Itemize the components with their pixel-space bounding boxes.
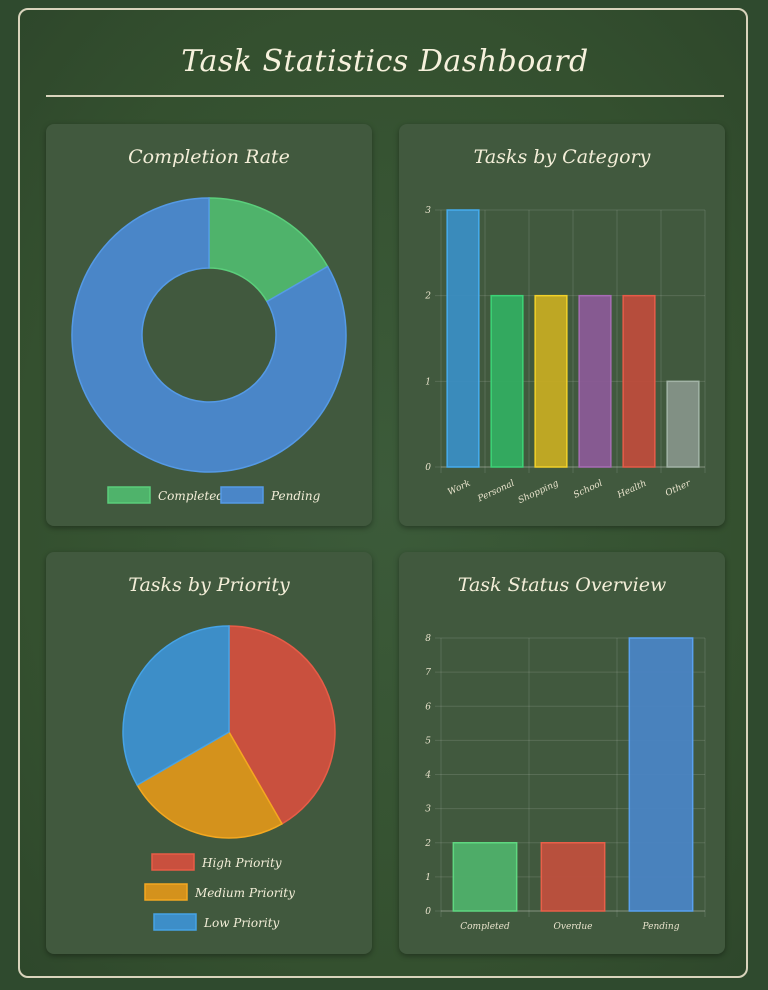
tasks-by-priority-card: Tasks by Priority High Priority Medium Pr… <box>46 552 372 954</box>
x-tick-label-completed: Completed <box>460 922 510 932</box>
bar-work <box>446 209 480 468</box>
x-tick-label-shopping: Shopping <box>517 479 561 506</box>
bar-other <box>666 380 700 468</box>
y-tick-label-2: 2 <box>424 292 431 302</box>
legend-swatch-low-priority <box>153 913 197 931</box>
legend-label-pending: Pending <box>270 489 321 503</box>
y-tick-label-0: 0 <box>425 463 431 473</box>
x-tick-label-other: Other <box>664 478 693 499</box>
y-tick-label-8: 8 <box>425 634 431 644</box>
bar-pending <box>628 637 694 912</box>
y-tick-label-2: 2 <box>424 839 431 849</box>
bar-personal <box>490 294 524 468</box>
dashboard-board: Task Statistics Dashboard Completion Rat… <box>18 8 748 978</box>
tasks-by-category-chart: 0 1 2 3 Work Personal Shopping School Health Othe… <box>424 206 706 506</box>
slice-low-priority <box>122 625 230 787</box>
bar-overdue <box>540 842 606 912</box>
y-tick-label-5: 5 <box>425 736 431 746</box>
legend-swatch-completed <box>107 486 151 504</box>
task-status-card: Task Status Overview 0 1 2 3 4 5 6 7 8 Completed O… <box>399 552 725 954</box>
bar-school <box>578 294 612 468</box>
title-divider <box>46 95 724 97</box>
x-tick-label-personal: Personal <box>475 479 516 505</box>
y-tick-label-3: 3 <box>425 805 431 815</box>
x-tick-label-pending: Pending <box>642 922 680 932</box>
legend-swatch-medium-priority <box>144 883 188 901</box>
tasks-by-priority-chart: High Priority Medium Priority Low Priority <box>122 625 336 931</box>
tasks-by-priority-title: Tasks by Priority <box>128 574 290 596</box>
task-status-title: Task Status Overview <box>457 574 667 596</box>
bar-health <box>622 294 656 468</box>
legend-label-low-priority: Low Priority <box>203 916 280 930</box>
page-title: Task Statistics Dashboard <box>181 44 589 79</box>
slice-pending <box>71 197 347 473</box>
x-tick-label-overdue: Overdue <box>554 922 593 932</box>
y-tick-label-4: 4 <box>424 771 431 781</box>
completion-rate-card: Completion Rate Completed Pending <box>46 124 372 526</box>
legend-swatch-high-priority <box>151 853 195 871</box>
slice-medium-priority <box>136 730 284 839</box>
y-tick-label-1: 1 <box>425 873 431 883</box>
legend-label-high-priority: High Priority <box>201 856 282 870</box>
x-tick-label-work: Work <box>446 479 472 498</box>
x-tick-label-school: School <box>572 479 604 501</box>
slice-high-priority <box>228 625 336 825</box>
tasks-by-category-card: Tasks by Category 0 1 2 3 Work Personal Shoppi… <box>399 124 725 526</box>
y-tick-label-6: 6 <box>425 702 431 712</box>
tasks-by-category-title: Tasks by Category <box>473 146 651 168</box>
bar-shopping <box>534 294 568 468</box>
legend-swatch-pending <box>220 486 264 504</box>
completion-rate-title: Completion Rate <box>128 146 290 168</box>
y-tick-label-3: 3 <box>425 206 431 216</box>
y-tick-label-7: 7 <box>425 668 431 678</box>
bar-completed <box>452 842 518 912</box>
legend-label-medium-priority: Medium Priority <box>194 886 295 900</box>
x-tick-label-health: Health <box>615 479 648 502</box>
legend-label-completed: Completed <box>158 489 224 503</box>
task-status-chart: 0 1 2 3 4 5 6 7 8 Completed Overdue Pending <box>424 634 706 932</box>
y-tick-label-1: 1 <box>425 377 431 387</box>
completion-rate-chart: Completed Pending <box>71 197 347 504</box>
y-tick-label-0: 0 <box>425 907 431 917</box>
